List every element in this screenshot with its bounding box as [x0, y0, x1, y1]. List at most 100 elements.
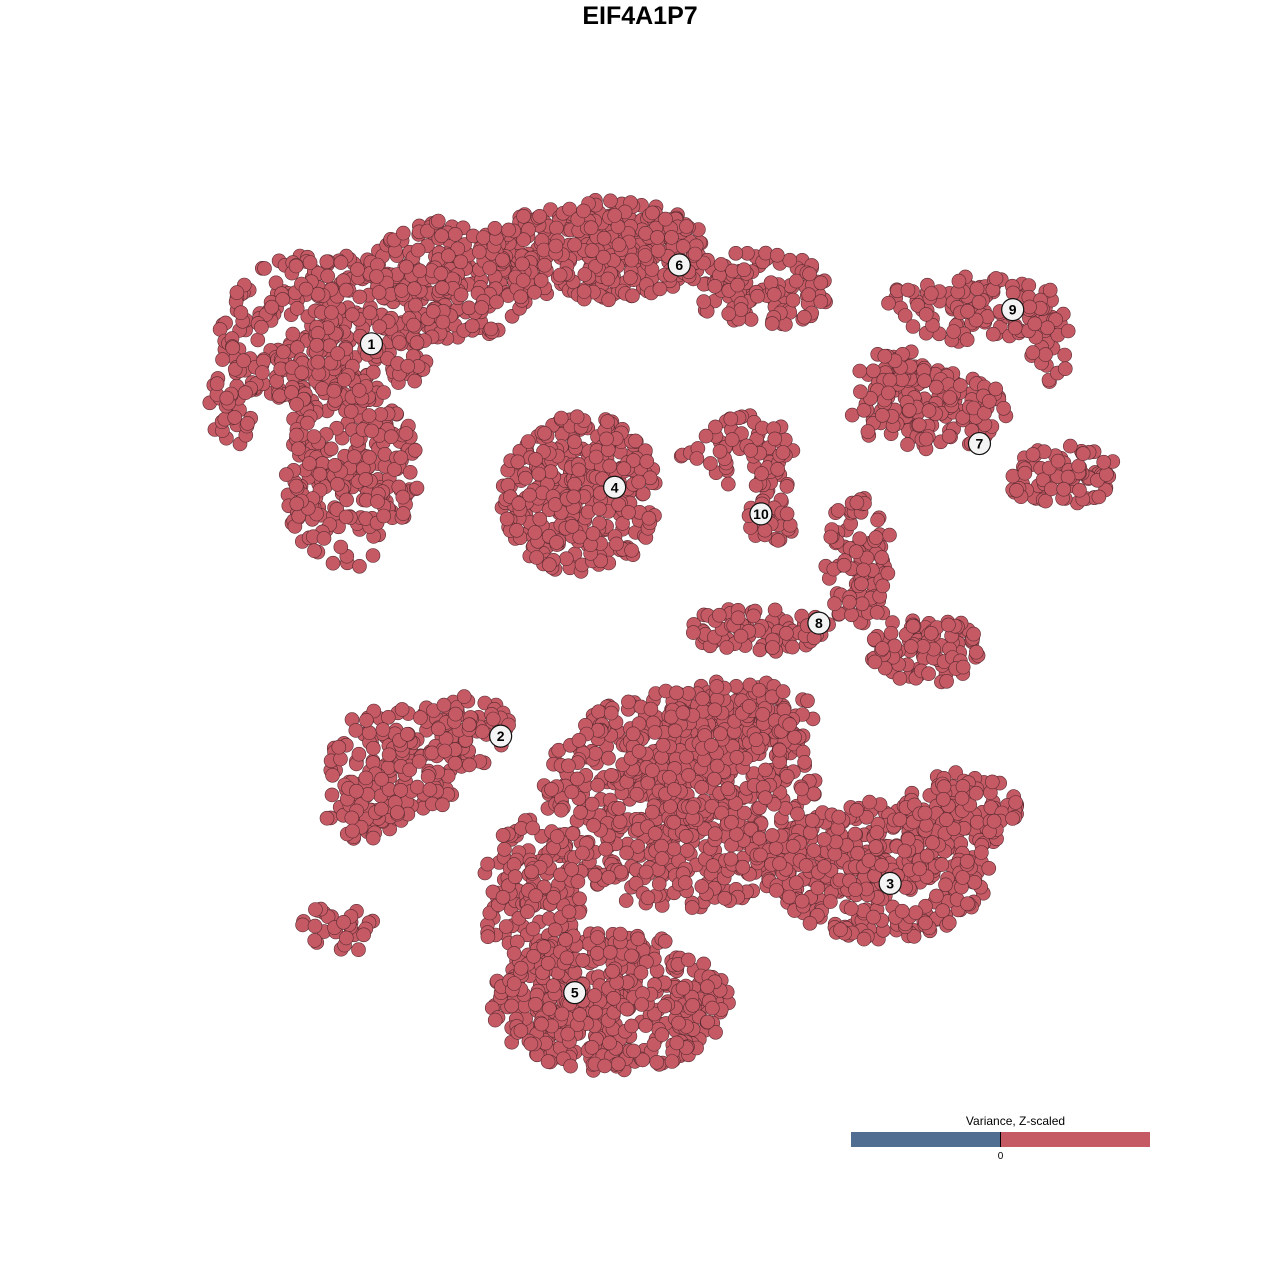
data-point-cluster-5: [572, 891, 587, 907]
data-point-cluster-6: [650, 230, 665, 245]
data-point-cluster-1: [369, 269, 384, 284]
cluster-label-1: 1: [359, 332, 384, 356]
data-point-cluster-6: [769, 247, 785, 263]
data-point-cluster-6: [707, 278, 723, 294]
data-point-cluster-5: [666, 782, 682, 797]
data-point-cluster-6: [577, 267, 593, 282]
data-point-cluster-2: [393, 782, 409, 798]
data-point-cluster-8: [844, 607, 859, 623]
data-point-cluster-5: [707, 702, 723, 718]
data-point-cluster-9: [1022, 299, 1037, 315]
data-point-cluster-7: [1099, 467, 1114, 482]
data-point-cluster-3: [866, 909, 881, 925]
data-point-cluster-1: [320, 268, 336, 284]
data-point-cluster-5: [604, 767, 619, 783]
legend-title: Variance, Z-scaled: [965, 1114, 1066, 1128]
data-point-cluster-1: [352, 289, 368, 305]
data-point-cluster-1: [344, 307, 360, 323]
data-point-cluster-4: [564, 518, 580, 534]
cluster-label-8: 8: [807, 611, 831, 635]
data-point-cluster-5: [513, 1023, 529, 1038]
data-point-cluster-7: [1025, 447, 1041, 462]
data-point-cluster-5: [534, 1016, 549, 1032]
cluster-label-7: 7: [967, 431, 992, 456]
data-point-cluster-9: [1038, 347, 1053, 362]
data-point-cluster-4: [537, 425, 552, 441]
data-point-cluster-1: [327, 457, 343, 473]
data-point-cluster-5: [571, 732, 587, 748]
cluster-label-9: 9: [1001, 298, 1025, 322]
data-point-cluster-1: [276, 344, 291, 360]
data-point-cluster-6: [637, 248, 653, 263]
data-point-cluster-5: [757, 790, 773, 806]
data-point-cluster-5: [487, 1012, 503, 1028]
data-point-cluster-5: [626, 1043, 641, 1059]
data-point-cluster-5: [589, 945, 605, 961]
data-point-cluster-5: [654, 1027, 670, 1042]
data-point-cluster-6: [696, 294, 712, 309]
data-point-cluster-3: [941, 915, 957, 931]
data-point-cluster-7: [1038, 493, 1053, 509]
data-point-cluster-3: [1005, 811, 1020, 826]
data-point-cluster-4: [592, 501, 607, 517]
data-point-cluster-1: [326, 383, 342, 399]
data-point-cluster-6: [813, 294, 829, 309]
data-point-cluster-5: [782, 717, 798, 732]
data-point-cluster-1: [209, 376, 225, 392]
data-point-cluster-3: [912, 861, 927, 877]
data-point-cluster-5: [523, 1036, 539, 1052]
data-point-cluster-10: [689, 451, 705, 466]
cluster-label-3: 3: [878, 871, 902, 896]
data-point-cluster-3: [781, 889, 797, 905]
data-point-cluster-1: [393, 450, 409, 465]
data-point-cluster-5: [624, 948, 639, 964]
data-point-cluster-3: [960, 896, 975, 912]
data-point-cluster-10: [779, 506, 795, 522]
data-point-cluster-5: [629, 786, 645, 802]
data-point-cluster-1: [333, 255, 349, 270]
data-point-cluster-7: [1091, 489, 1107, 505]
data-point-cluster-3: [955, 870, 971, 885]
data-point-cluster-2: [351, 746, 367, 762]
data-point-cluster-4: [522, 487, 537, 503]
data-point-cluster-5: [619, 845, 634, 861]
data-point-cluster-1: [409, 480, 425, 496]
data-point-cluster-2: [319, 810, 335, 826]
data-point-cluster-2: [411, 754, 427, 769]
data-point-cluster-2: [307, 918, 323, 934]
data-point-cluster-8: [870, 512, 885, 528]
data-point-cluster-2: [447, 755, 463, 771]
data-point-cluster-2: [344, 810, 360, 826]
data-point-cluster-1: [229, 285, 245, 300]
data-point-cluster-5: [651, 876, 667, 892]
data-point-cluster-5: [666, 841, 682, 857]
data-point-cluster-1: [372, 319, 387, 335]
data-point-cluster-1: [240, 416, 255, 431]
data-point-cluster-8: [955, 659, 971, 675]
data-point-cluster-3: [802, 825, 818, 840]
data-point-cluster-3: [968, 785, 984, 801]
data-point-cluster-5: [602, 944, 618, 960]
data-point-cluster-5: [772, 742, 787, 758]
data-point-cluster-6: [584, 243, 600, 258]
data-point-cluster-4: [541, 557, 557, 573]
data-point-cluster-4: [588, 449, 604, 465]
data-point-cluster-5: [758, 762, 773, 778]
data-point-cluster-5: [570, 874, 586, 889]
data-point-cluster-1: [407, 373, 423, 389]
data-point-cluster-8: [887, 638, 903, 654]
data-point-cluster-1: [402, 464, 418, 480]
data-point-cluster-10: [724, 432, 740, 447]
data-point-cluster-5: [619, 1001, 635, 1017]
data-point-cluster-1: [376, 508, 392, 524]
data-point-cluster-1: [312, 466, 328, 482]
data-point-cluster-5: [588, 746, 603, 761]
data-point-cluster-1: [302, 255, 318, 270]
data-point-cluster-5: [666, 814, 682, 830]
data-point-cluster-8: [905, 618, 921, 634]
data-point-cluster-8: [827, 596, 842, 612]
data-point-cluster-1: [352, 558, 367, 574]
data-point-cluster-4: [609, 536, 624, 552]
cluster-label-6: 6: [667, 253, 691, 277]
data-point-cluster-5: [524, 864, 539, 880]
